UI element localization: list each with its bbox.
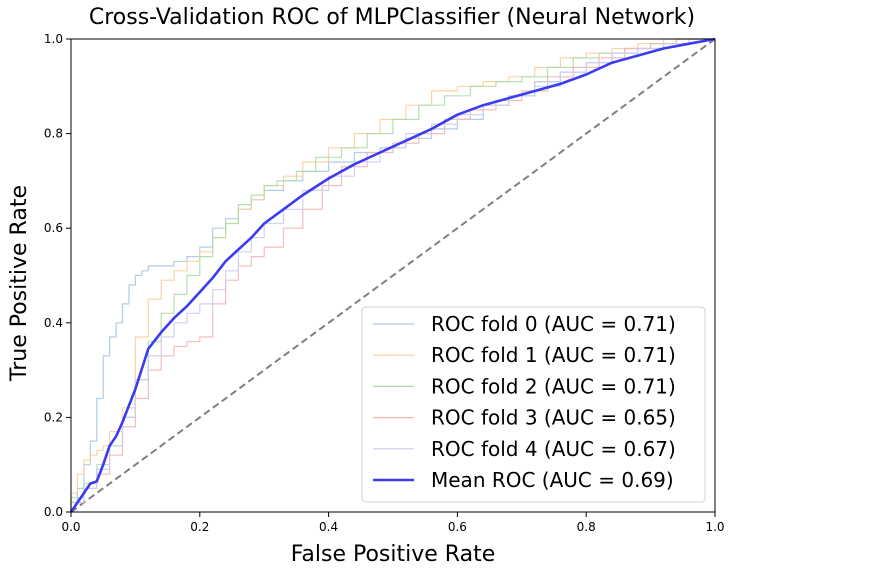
legend-entry-label: ROC fold 1 (AUC = 0.71) <box>431 343 676 367</box>
legend-entry-label: ROC fold 0 (AUC = 0.71) <box>431 312 676 336</box>
legend: ROC fold 0 (AUC = 0.71) ROC fold 1 (AUC =… <box>361 306 706 503</box>
x-tick-label: 1.0 <box>705 520 724 534</box>
roc-fold-3-line <box>70 38 715 512</box>
legend-box <box>361 306 706 503</box>
x-axis: 0.0 0.2 0.4 0.6 0.8 1.0 <box>61 512 725 534</box>
plot-area <box>69 37 716 513</box>
y-tick-label: 0.6 <box>44 221 63 235</box>
y-tick-label: 0.4 <box>44 316 63 330</box>
y-tick-label: 0.8 <box>44 127 63 141</box>
legend-entry-label: ROC fold 3 (AUC = 0.65) <box>431 406 676 430</box>
y-tick-label: 0.0 <box>44 505 63 519</box>
x-tick-label: 0.6 <box>448 520 467 534</box>
x-tick-label: 0.8 <box>577 520 596 534</box>
y-axis-label: True Positive Rate <box>7 185 32 382</box>
x-tick-label: 0.2 <box>190 520 209 534</box>
chart-title: Cross-Validation ROC of MLPClassifier (N… <box>89 5 695 30</box>
legend-entry-label: ROC fold 4 (AUC = 0.67) <box>431 437 676 461</box>
x-axis-label: False Positive Rate <box>291 542 495 567</box>
x-tick-label: 0.4 <box>319 520 338 534</box>
legend-entry-label: Mean ROC (AUC = 0.69) <box>431 468 674 492</box>
chance-line <box>70 38 716 513</box>
x-tick-label: 0.0 <box>61 520 80 534</box>
y-axis: 0.0 0.2 0.4 0.6 0.8 1.0 <box>44 32 71 519</box>
mean-roc-line <box>69 37 716 513</box>
legend-entry-label: ROC fold 2 (AUC = 0.71) <box>431 374 676 398</box>
axes-frame <box>70 38 716 513</box>
y-tick-label: 1.0 <box>44 32 63 46</box>
y-tick-label: 0.2 <box>44 410 63 424</box>
